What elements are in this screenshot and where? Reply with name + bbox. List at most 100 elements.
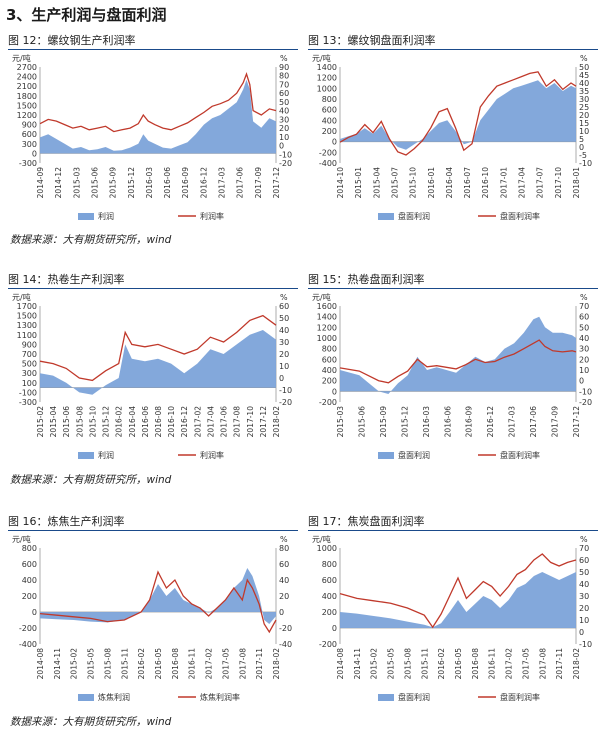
left-tick-label: 400 <box>322 366 337 375</box>
left-tick-label: -200 <box>319 398 337 407</box>
left-tick-label: 2400 <box>17 73 37 82</box>
legend-label: 盘面利润 <box>398 692 430 702</box>
x-tick-label: 2015-12 <box>127 167 136 199</box>
right-tick-label: 70 <box>279 80 289 89</box>
right-tick-label: 10 <box>579 616 589 625</box>
right-tick-label: -40 <box>279 640 292 649</box>
left-tick-label: 900 <box>22 340 37 349</box>
x-tick-label: 2017-06 <box>236 167 245 199</box>
x-tick-label: 2016-06 <box>141 406 150 438</box>
right-tick-label: 0 <box>579 628 584 637</box>
left-tick-label: 200 <box>322 377 337 386</box>
x-tick-label: 2015-05 <box>87 648 96 680</box>
x-tick-label: 2015-03 <box>72 167 81 199</box>
left-tick-label: 200 <box>322 127 337 136</box>
right-tick-label: 15 <box>579 119 589 128</box>
right-tick-label: 30 <box>279 115 289 124</box>
right-tick-label: -20 <box>279 159 292 168</box>
x-tick-label: 2017-04 <box>518 167 527 199</box>
x-tick-label: 2015-08 <box>103 648 112 680</box>
legend-label: 盘面利润率 <box>500 211 540 221</box>
x-tick-label: 2018-01 <box>572 167 581 199</box>
left-tick-label: 2100 <box>17 82 37 91</box>
right-axis-unit: % <box>280 54 288 63</box>
chart-panel-14: 图 14：热卷生产利润率 元/吨% 1700 1500 1300 1100 900 700 5… <box>8 272 298 472</box>
x-tick-label: 2015-08 <box>403 648 412 680</box>
chart-panel-13: 图 13：螺纹钢盘面利润率 元/吨% 1400 1200 1000 800 600 400 2… <box>308 33 598 233</box>
chart-16: 元/吨 %8006004002000-200-400806040200-20-40… <box>12 534 292 702</box>
right-tick-label: 0 <box>579 143 584 152</box>
left-tick-label: 800 <box>322 560 337 569</box>
right-tick-label: 0 <box>279 608 284 617</box>
x-tick-label: 2017-12 <box>572 406 581 438</box>
right-tick-label: 40 <box>279 326 289 335</box>
chart-17: 元/吨 % 1000 800 600 400 200 0 -200 70 60 50 40 30 20 10 0… <box>312 534 592 702</box>
right-tick-label: 0 <box>279 374 284 383</box>
legend-label: 炼焦利润率 <box>200 692 240 702</box>
left-tick-label: 700 <box>22 350 37 359</box>
right-tick-label: 10 <box>279 133 289 142</box>
left-axis-unit: 元/吨 <box>312 292 331 302</box>
x-tick-label: 2014-09 <box>36 167 45 199</box>
right-tick-label: 20 <box>579 355 589 364</box>
data-source: 数据来源：大有期货研究所，wind <box>10 716 172 728</box>
left-axis-unit: 元/吨 <box>12 292 31 302</box>
right-tick-label: 20 <box>279 124 289 133</box>
x-tick-label: 2017-04 <box>206 406 215 438</box>
right-tick-label: 70 <box>579 302 589 311</box>
left-tick-label: -300 <box>19 398 37 407</box>
right-tick-label: 0 <box>579 377 584 386</box>
right-tick-label: 50 <box>279 98 289 107</box>
series-area <box>40 330 276 395</box>
x-tick-label: 2016-09 <box>465 406 474 438</box>
x-tick-label: 2016-11 <box>488 648 497 680</box>
series-line <box>339 339 577 384</box>
chart-panel-12: 图 12：螺纹钢生产利润率 元/吨% 2700 2400 2100 1800 1500 12… <box>8 33 298 233</box>
right-tick-label: 80 <box>279 72 289 81</box>
left-tick-label: 800 <box>322 95 337 104</box>
x-tick-label: 2018-02 <box>272 406 281 438</box>
left-tick-label: 1200 <box>317 74 337 83</box>
right-tick-label: 50 <box>279 314 289 323</box>
x-tick-label: 2016-12 <box>199 167 208 199</box>
x-tick-label: 2017-08 <box>538 648 547 680</box>
x-tick-label: 2016-02 <box>137 648 146 680</box>
legend-label: 盘面利润 <box>398 211 430 221</box>
right-tick-label: 30 <box>579 345 589 354</box>
left-tick-label: -200 <box>19 624 37 633</box>
x-tick-label: 2017-03 <box>508 406 517 438</box>
left-tick-label: 1100 <box>17 331 37 340</box>
right-tick-label: 10 <box>279 362 289 371</box>
right-tick-label: 20 <box>279 592 289 601</box>
left-tick-label: 1300 <box>17 321 37 330</box>
x-tick-label: 2016-02 <box>115 406 124 438</box>
right-axis-unit: % <box>280 293 288 302</box>
legend-label: 炼焦利润 <box>98 692 130 702</box>
right-tick-label: 25 <box>579 103 589 112</box>
right-tick-label: 80 <box>279 544 289 553</box>
right-tick-label: 90 <box>279 63 289 72</box>
x-tick-label: 2017-06 <box>220 406 229 438</box>
chart-panel-17: 图 17：焦炭盘面利润率 元/吨% 1000 800 600 400 200 0 -200 70… <box>308 514 598 714</box>
right-axis-unit: % <box>580 54 588 63</box>
right-tick-label: -10 <box>579 640 592 649</box>
chart-13: 元/吨 %1400120010008006004002000-200-400504… <box>312 53 592 221</box>
left-tick-label: 1000 <box>317 84 337 93</box>
x-tick-label: 2015-07 <box>390 167 399 199</box>
x-tick-label: 2015-02 <box>70 648 79 680</box>
series-line <box>39 72 277 133</box>
left-tick-label: 600 <box>22 560 37 569</box>
left-tick-label: 0 <box>32 608 37 617</box>
section-title: 3、生产利润与盘面利润 <box>6 6 167 24</box>
right-tick-label: 70 <box>579 544 589 553</box>
left-tick-label: 600 <box>322 576 337 585</box>
data-source: 数据来源：大有期货研究所，wind <box>10 474 172 486</box>
left-tick-label: 1000 <box>317 334 337 343</box>
x-tick-label: 2017-11 <box>555 648 564 680</box>
left-tick-label: 0 <box>332 387 337 396</box>
x-tick-label: 2017-06 <box>529 406 538 438</box>
right-tick-label: -10 <box>579 387 592 396</box>
x-tick-label: 2017-01 <box>499 167 508 199</box>
right-tick-label: 60 <box>279 89 289 98</box>
right-tick-label: 35 <box>579 87 589 96</box>
